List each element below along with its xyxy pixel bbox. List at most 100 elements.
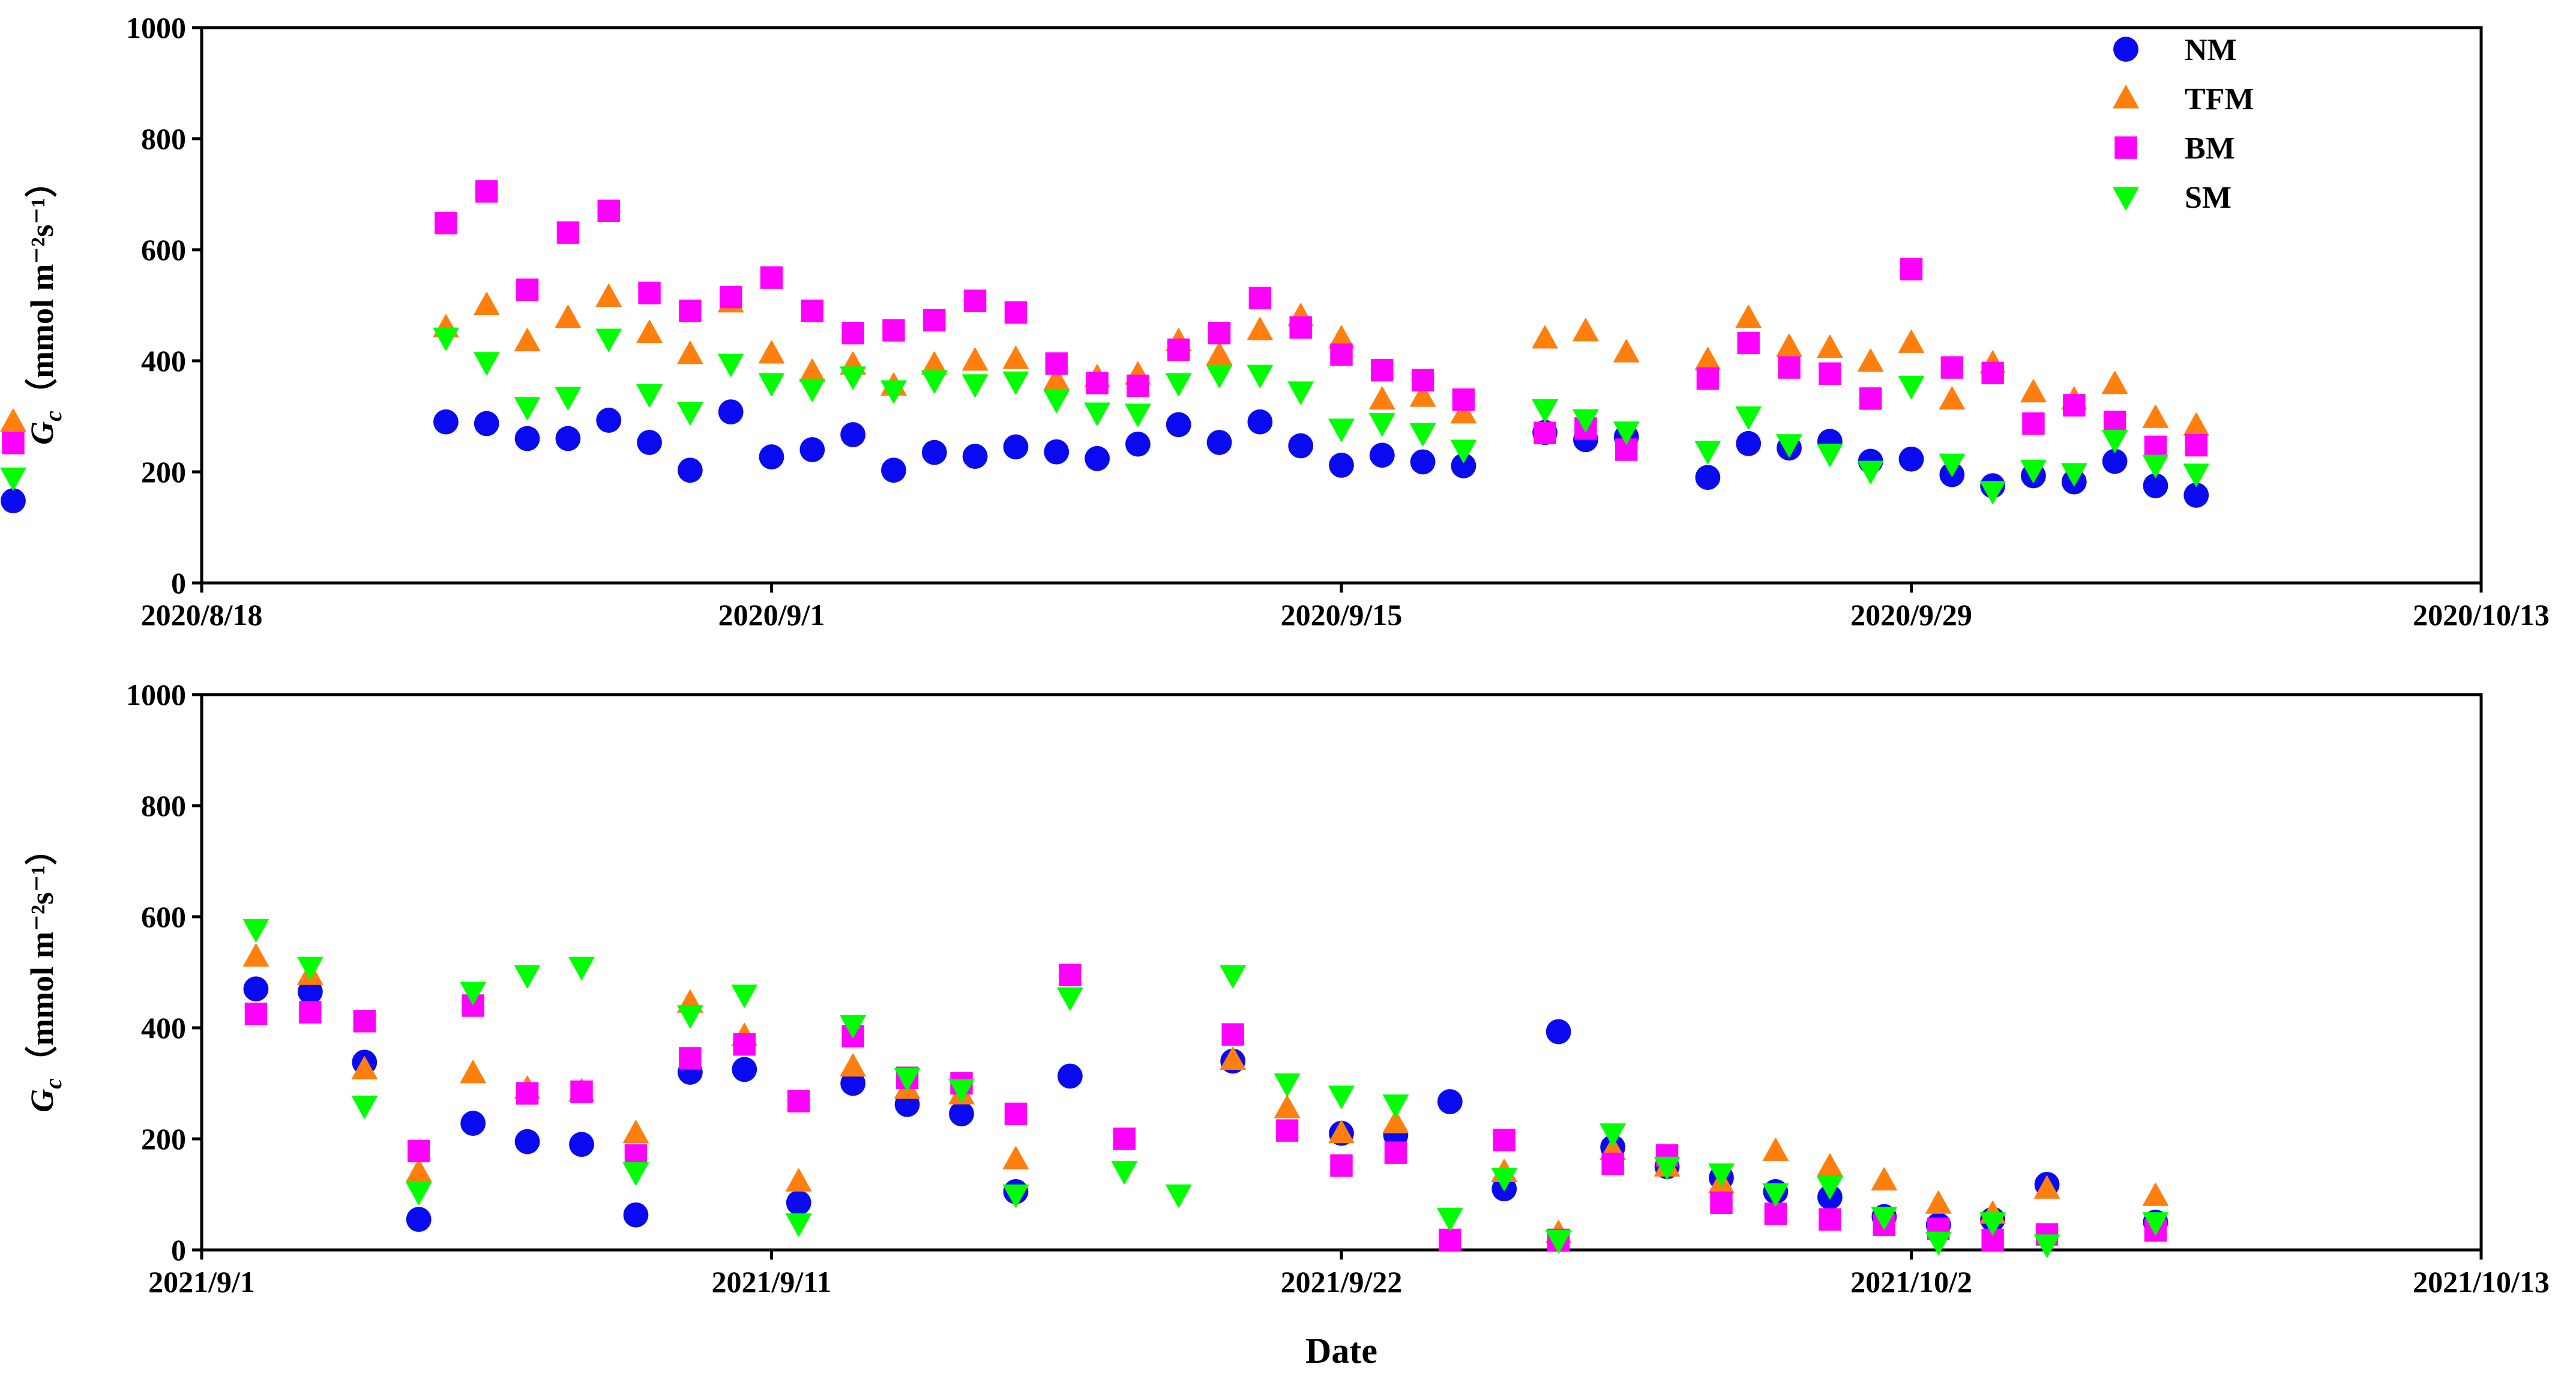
legend-label-bm: BM: [2185, 131, 2235, 166]
top-point-nm: [1166, 412, 1191, 438]
top-point-nm: [718, 399, 744, 424]
top-point-tfm: [473, 292, 500, 315]
top-point-bm: [1289, 316, 1312, 339]
top-point-bm: [1248, 286, 1272, 310]
top-point-nm: [1044, 439, 1070, 465]
top-point-tfm: [1572, 318, 1599, 342]
bottom-point-bm: [733, 1033, 756, 1056]
legend-marker-tfm: [2113, 85, 2139, 109]
bottom-point-bm: [679, 1047, 702, 1070]
top-point-sm: [840, 366, 867, 390]
bottom-point-bm: [1384, 1141, 1407, 1164]
legend-label-sm: SM: [2185, 181, 2231, 215]
bottom-point-tfm: [1925, 1190, 1952, 1214]
bottom-point-sm: [514, 965, 541, 989]
top-y-tick-label: 0: [171, 566, 186, 600]
bottom-point-sm: [1111, 1161, 1138, 1184]
top-point-sm: [1409, 423, 1436, 447]
top-point-tfm: [961, 348, 989, 371]
bottom-y-ticks: 0 200 400 600 800 1000: [126, 678, 202, 1267]
bottom-point-sm: [1925, 1231, 1952, 1255]
top-point-bm: [2063, 394, 2086, 417]
top-point-nm: [1369, 442, 1395, 468]
top-x-tick-label: 2020/9/1: [718, 598, 825, 632]
bottom-y-tick-label: 600: [141, 900, 186, 934]
bottom-point-nm: [623, 1202, 649, 1228]
bottom-point-sm: [1056, 987, 1083, 1011]
bottom-point-sm: [1274, 1073, 1301, 1097]
top-point-sm: [2142, 454, 2169, 478]
top-point-tfm: [1368, 386, 1395, 410]
top-point-tfm: [1206, 342, 1233, 366]
bottom-point-tfm: [1274, 1095, 1301, 1118]
bottom-x-tick-label: 2021/9/22: [1281, 1265, 1403, 1299]
bottom-point-sm: [785, 1213, 812, 1237]
bottom-x-axis-label: Date: [1305, 1331, 1377, 1371]
top-point-bm: [1452, 388, 1475, 411]
top-point-tfm: [1816, 334, 1843, 358]
bottom-point-bm: [299, 1001, 322, 1024]
top-point-nm: [637, 430, 662, 455]
bottom-point-bm: [1439, 1228, 1461, 1252]
top-point-bm: [1167, 338, 1190, 361]
top-point-bm: [841, 322, 864, 345]
top-point-sm: [1043, 390, 1070, 413]
bottom-x-tick-label: 2021/10/2: [1850, 1265, 1972, 1299]
top-point-bm: [2144, 435, 2167, 459]
bottom-point-sm: [676, 1005, 703, 1028]
top-point-sm: [1694, 441, 1721, 464]
top-y-subscript: c: [40, 411, 67, 421]
top-point-tfm: [636, 319, 663, 343]
top-point-sm: [1532, 399, 1559, 423]
top-point-tfm: [1857, 348, 1884, 372]
bottom-point-sm: [405, 1181, 432, 1205]
bottom-point-sm: [1436, 1207, 1463, 1231]
bottom-point-nm: [786, 1190, 811, 1216]
top-point-sm: [1002, 371, 1029, 395]
bottom-y-units: （mmol m⁻²s⁻¹）: [24, 833, 60, 1078]
bottom-point-bm: [244, 1003, 268, 1025]
top-point-tfm: [1532, 325, 1559, 349]
top-point-bm: [1127, 374, 1149, 397]
top-point-sm: [1368, 413, 1395, 436]
top-point-sm: [1287, 381, 1314, 405]
bottom-point-bm: [570, 1080, 593, 1103]
top-point-tfm: [514, 328, 541, 352]
bottom-x-tick-label: 2021/9/11: [711, 1265, 831, 1299]
top-y-tick-label: 600: [141, 233, 186, 267]
top-point-nm: [881, 457, 906, 483]
top-point-bm: [760, 266, 783, 289]
bottom-point-tfm: [242, 943, 269, 967]
bottom-x-ticks: 2021/9/1 2021/9/11 2021/9/22 2021/10/2 2021/…: [148, 1250, 2550, 1299]
bottom-y-subscript: c: [40, 1078, 67, 1089]
bottom-point-nm: [949, 1101, 974, 1127]
top-point-tfm: [758, 340, 785, 364]
top-point-bm: [1981, 361, 2004, 385]
top-point-sm: [1816, 443, 1843, 467]
top-point-bm: [1900, 258, 1923, 281]
top-y-ticks: 0 200 400 600 800 1000: [126, 11, 202, 600]
top-point-nm: [514, 426, 540, 451]
top-point-sm: [1206, 364, 1233, 388]
top-point-sm: [961, 374, 989, 397]
bottom-point-bm: [1330, 1154, 1353, 1177]
top-point-bm: [1737, 331, 1760, 355]
top-point-nm: [1288, 433, 1314, 459]
top-point-bm: [1940, 356, 1964, 379]
top-point-nm: [433, 409, 459, 435]
top-point-nm: [921, 439, 947, 465]
bottom-y-tick-label: 0: [171, 1233, 186, 1267]
top-point-bm: [1859, 387, 1882, 410]
top-point-bm: [1778, 356, 1801, 379]
top-point-nm: [1898, 446, 1924, 472]
bottom-point-nm: [1437, 1089, 1463, 1114]
bottom-point-tfm: [460, 1060, 487, 1084]
top-point-sm: [473, 352, 500, 375]
top-point-nm: [962, 444, 988, 469]
bottom-point-tfm: [1762, 1138, 1789, 1161]
top-point-bm: [1330, 343, 1353, 366]
top-point-tfm: [0, 408, 26, 432]
top-point-bm: [516, 278, 539, 301]
bottom-point-sm: [568, 956, 595, 980]
bottom-point-nm: [514, 1129, 540, 1154]
